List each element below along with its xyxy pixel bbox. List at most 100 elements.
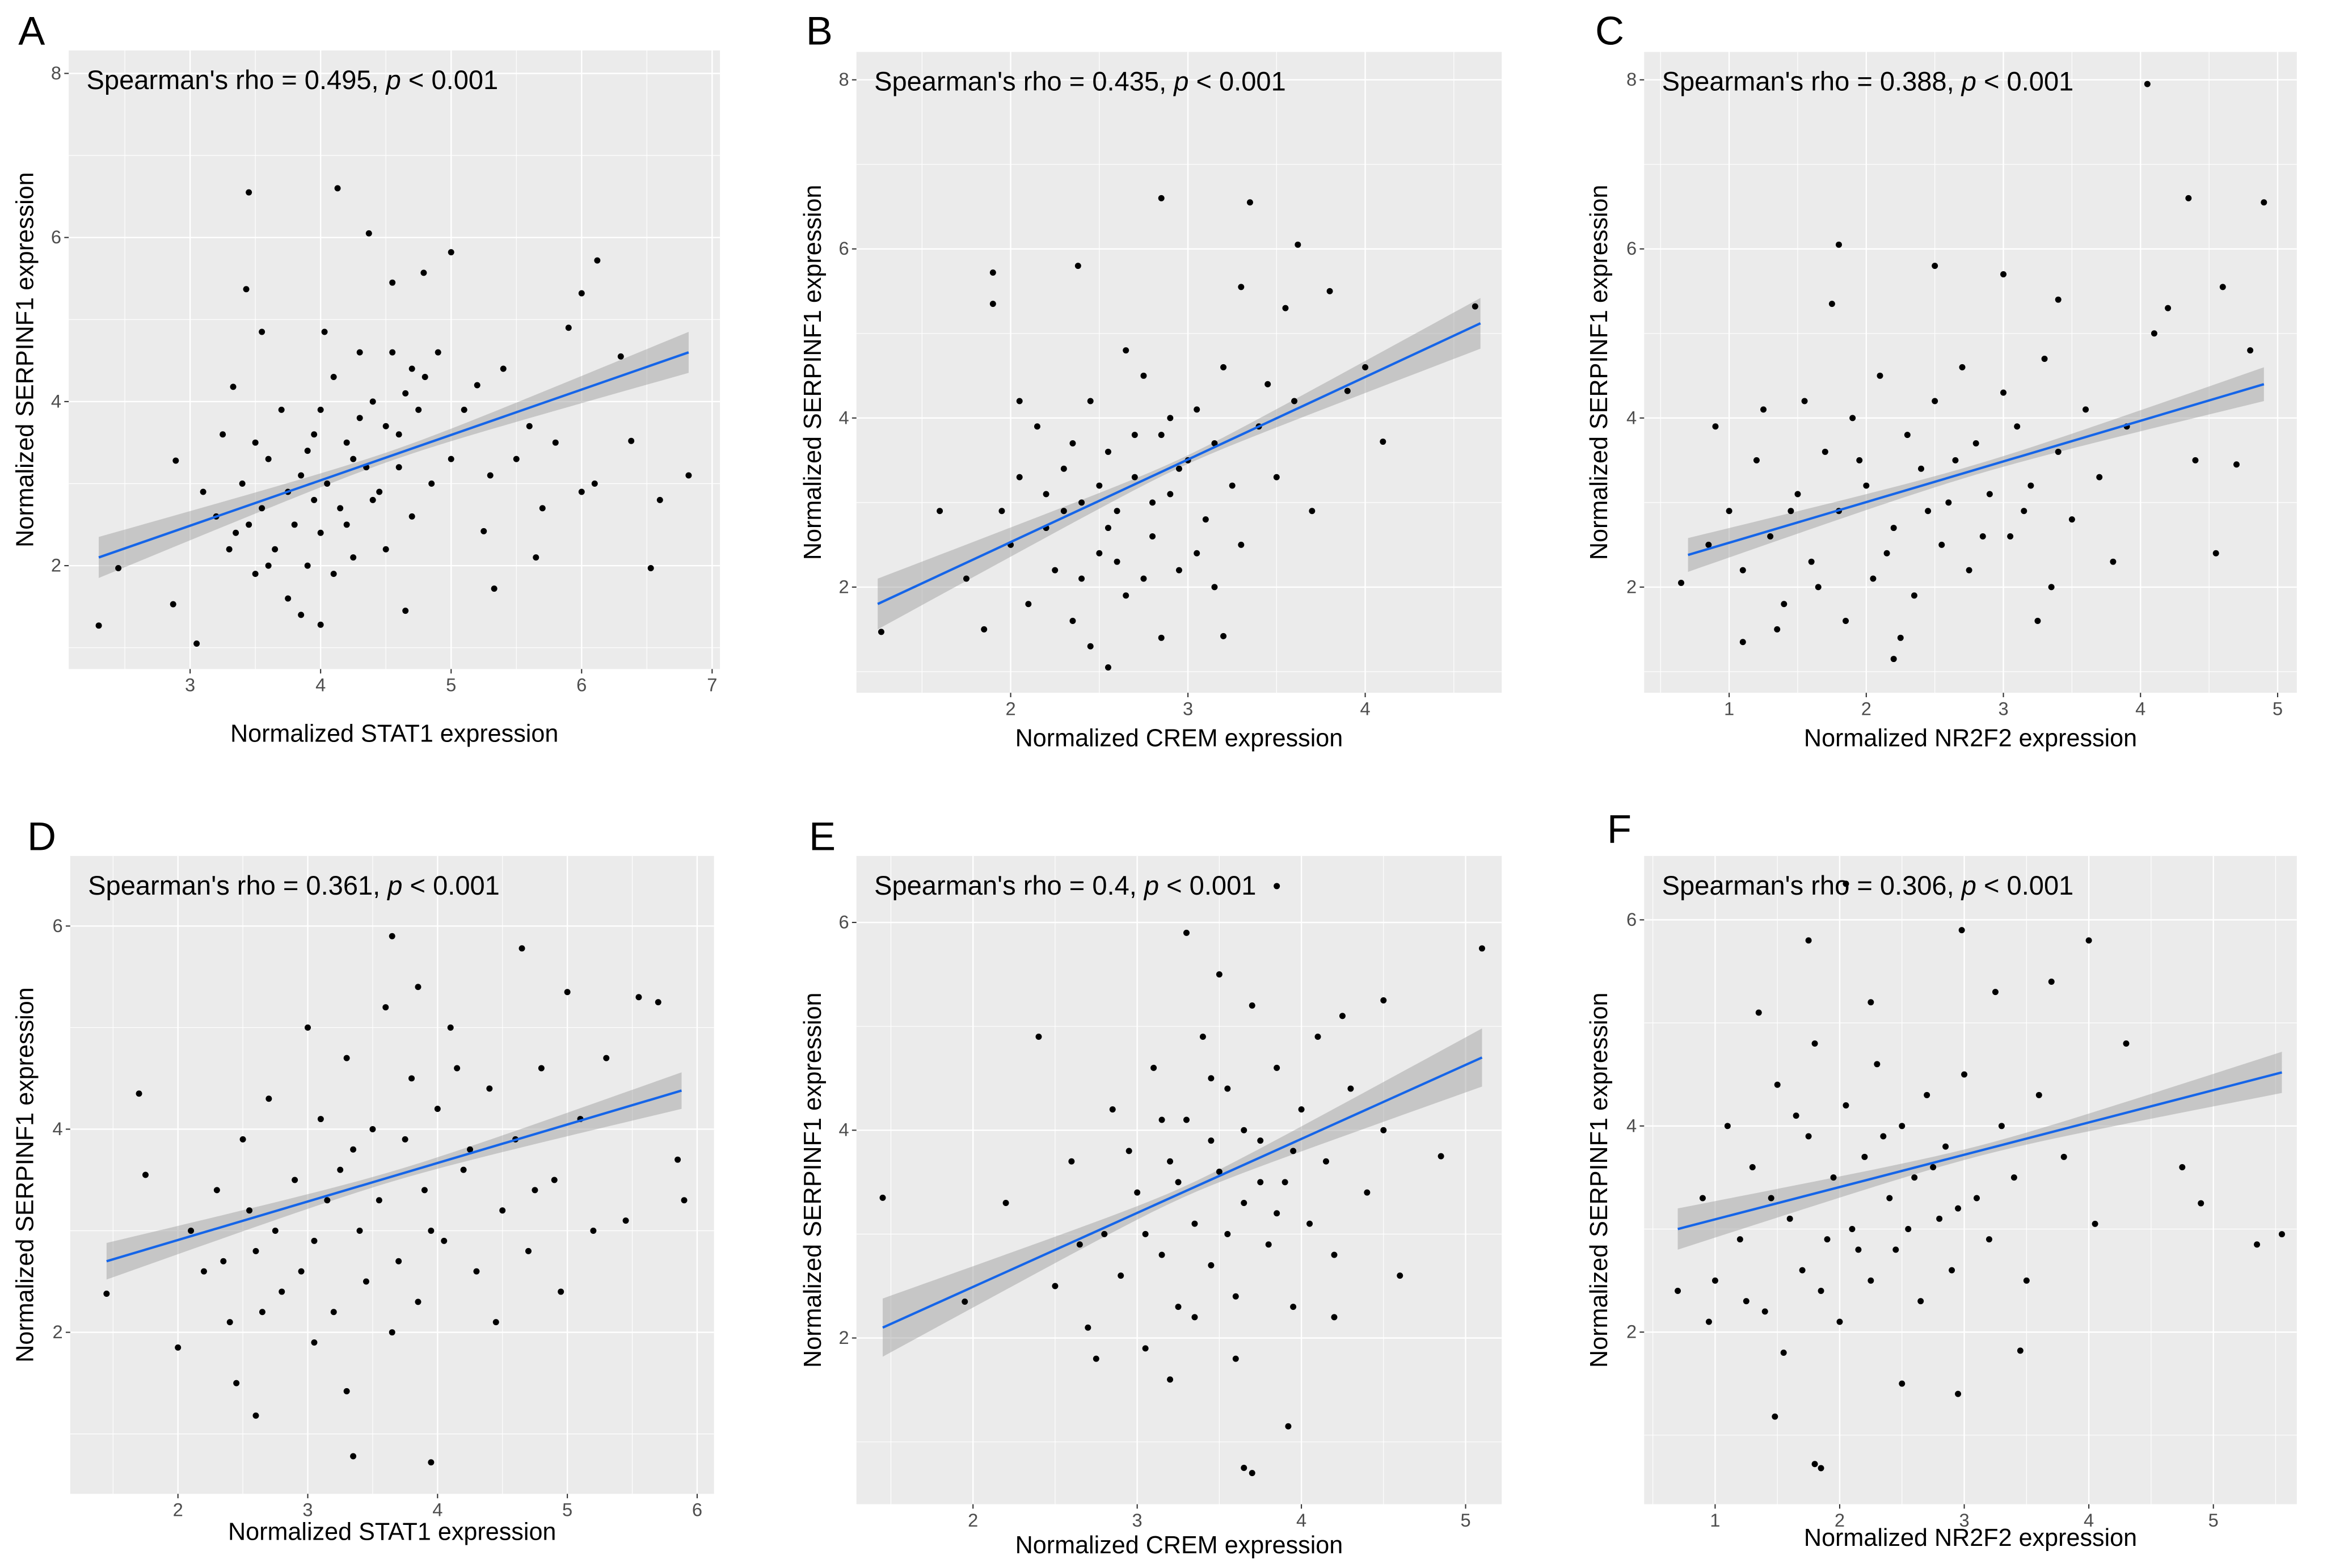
data-point (1397, 1272, 1403, 1279)
data-point (200, 488, 206, 495)
data-point (1780, 1350, 1787, 1356)
data-point (1191, 1220, 1198, 1227)
regression-line (1677, 1071, 2282, 1230)
regression-line (106, 1089, 682, 1263)
panel-letter: C (1595, 8, 1624, 53)
data-point (265, 1095, 272, 1102)
data-point (2123, 1040, 2130, 1047)
panel-letter: D (27, 813, 56, 858)
data-point (337, 505, 344, 512)
data-point (2034, 618, 2041, 624)
data-point (998, 508, 1005, 515)
data-point (1069, 618, 1076, 624)
data-point (1199, 1033, 1206, 1040)
data-point (1074, 263, 1081, 269)
annotation-threshold: < 0.001 (402, 870, 499, 900)
data-point (369, 496, 376, 503)
data-point (878, 629, 884, 635)
annotation-rho: Spearman's rho = 0.435, (874, 66, 1174, 96)
data-point (334, 185, 341, 192)
data-point (1191, 1314, 1198, 1321)
data-point (1183, 929, 1190, 936)
data-point (1131, 474, 1138, 480)
data-point (305, 1024, 311, 1031)
data-point (1232, 1355, 1239, 1362)
data-point (382, 423, 389, 429)
data-point (981, 626, 988, 633)
data-point (622, 1217, 629, 1224)
data-point (1979, 533, 1986, 539)
data-point (1843, 618, 1849, 624)
data-point (1380, 439, 1386, 445)
data-point (656, 496, 663, 503)
data-point (1298, 1106, 1305, 1113)
data-point (1149, 499, 1156, 506)
x-tick-label: 1 (1710, 1510, 1720, 1531)
data-point (1743, 1298, 1750, 1305)
data-point (1175, 465, 1182, 472)
data-point (1861, 1153, 1868, 1160)
data-point (448, 456, 454, 462)
data-point (2027, 482, 2034, 489)
data-point (226, 546, 233, 553)
spearman-annotation: Spearman's rho = 0.435, p < 0.001 (874, 66, 1286, 96)
data-point (1142, 1230, 1149, 1237)
data-point (376, 1197, 382, 1204)
data-point (525, 1247, 532, 1254)
x-axis-title: Normalized STAT1 expression (230, 720, 558, 747)
data-point (1034, 423, 1040, 430)
data-point (324, 1197, 331, 1204)
data-point (252, 439, 259, 446)
data-point (321, 328, 328, 335)
panel-b: 2 3 4 2 4 6 8 Spearman's rho = 0.435, p < 0.001… (799, 8, 1502, 752)
data-point (628, 437, 635, 444)
data-point (1232, 1293, 1239, 1300)
data-point (1880, 1133, 1887, 1140)
y-tick-label: 6 (838, 238, 849, 259)
data-point (1890, 525, 1897, 532)
data-point (1986, 491, 1993, 498)
y-tick-label: 4 (838, 1119, 849, 1140)
y-axis-title: Normalized SERPINF1 expression (799, 185, 827, 560)
x-tick-label: 3 (185, 675, 195, 696)
data-point (408, 1075, 415, 1082)
data-point (499, 1207, 506, 1214)
x-axis-title: Normalized NR2F2 expression (1804, 724, 2137, 752)
data-point (188, 1228, 195, 1234)
data-point (1158, 634, 1165, 641)
data-point (1331, 1314, 1338, 1321)
data-point (2151, 330, 2157, 337)
y-axis-title: Normalized SERPINF1 expression (1586, 992, 1613, 1367)
data-point (1323, 1158, 1329, 1165)
data-point (103, 1291, 110, 1297)
data-point (1788, 508, 1794, 515)
data-point (1194, 406, 1200, 413)
data-point (1918, 465, 1925, 472)
data-point (1249, 1470, 1255, 1477)
data-point (1314, 1033, 1321, 1040)
data-point (350, 554, 357, 561)
x-tick-label: 1 (1724, 698, 1734, 719)
data-point (2096, 474, 2103, 480)
data-point (1347, 1085, 1354, 1092)
data-point (2179, 1164, 2186, 1170)
data-point (487, 472, 494, 479)
data-point (2060, 1153, 2067, 1160)
annotation-p: p (385, 65, 401, 95)
data-point (2254, 1241, 2261, 1248)
data-point (350, 1453, 357, 1460)
data-point (1052, 1283, 1059, 1289)
data-point (298, 1268, 305, 1275)
annotation-rho: Spearman's rho = 0.388, (1662, 66, 1962, 96)
data-point (1736, 1236, 1743, 1243)
data-point (330, 571, 337, 578)
data-point (1768, 1195, 1774, 1202)
x-tick-label: 4 (1360, 698, 1370, 719)
data-point (551, 1177, 558, 1183)
data-point (2083, 406, 2089, 413)
y-tick-label: 2 (51, 555, 61, 576)
data-point (1208, 1262, 1215, 1268)
data-point (252, 1247, 259, 1254)
x-tick-label: 4 (1296, 1510, 1306, 1531)
data-point (1705, 1318, 1712, 1325)
